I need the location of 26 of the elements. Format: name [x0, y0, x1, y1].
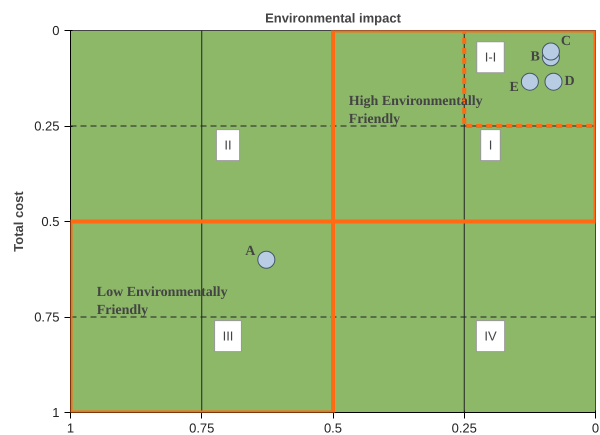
y-axis-title: Total cost — [11, 190, 26, 252]
annotation: II — [224, 138, 232, 153]
x-tick-label: 0.75 — [189, 420, 214, 435]
series-label: B — [530, 50, 540, 65]
annotation: IV — [484, 328, 497, 344]
series-label: E — [510, 80, 519, 96]
x-tick-label: 0.5 — [324, 420, 342, 435]
annotation: III — [222, 328, 234, 344]
annotation: I-I — [484, 50, 496, 65]
series-label: C — [560, 34, 571, 50]
x-axis-title: Environmental impact — [265, 10, 402, 26]
series-label: A — [245, 244, 256, 260]
y-tick-label: 0.5 — [41, 214, 60, 229]
series-label: D — [564, 74, 575, 90]
point — [520, 72, 539, 91]
x-tick-label: 0.25 — [452, 420, 477, 435]
y-tick-label: 1 — [52, 405, 60, 420]
y-tick-label: 0.25 — [34, 118, 60, 134]
x-tick-label: 0 — [592, 420, 600, 435]
point — [544, 72, 562, 91]
x-tick-label: 1 — [66, 420, 74, 435]
y-tick-label: 0 — [52, 23, 60, 38]
annotation: I — [488, 138, 492, 153]
point — [542, 42, 560, 60]
y-tick-label: 0.75 — [34, 310, 60, 324]
point — [257, 250, 276, 269]
